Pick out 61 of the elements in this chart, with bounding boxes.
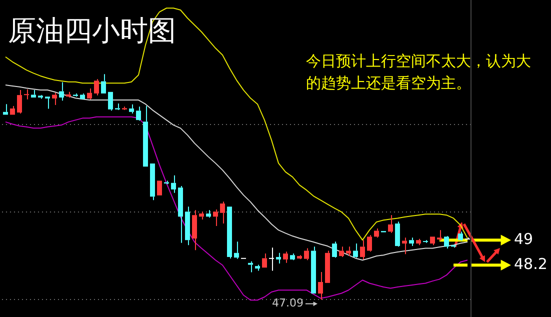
candlestick — [325, 250, 330, 283]
candlestick — [430, 236, 435, 246]
candlestick — [458, 231, 463, 240]
candlestick — [416, 238, 421, 246]
candlestick — [178, 186, 183, 244]
candlestick — [129, 104, 134, 114]
candlestick — [136, 106, 141, 120]
candlestick — [276, 252, 281, 264]
candlestick — [66, 91, 71, 98]
candlestick — [101, 74, 106, 94]
candlestick — [388, 214, 393, 234]
candlestick — [10, 105, 15, 115]
candlestick — [192, 210, 197, 251]
candlestick — [87, 88, 92, 100]
candlestick — [318, 271, 323, 300]
candlestick — [150, 164, 155, 201]
candlestick — [304, 248, 309, 261]
candlestick — [31, 90, 36, 98]
candlestick — [262, 253, 267, 268]
candlestick — [234, 241, 239, 260]
candlestick — [143, 105, 148, 167]
candlestick — [332, 241, 337, 257]
candlestick — [290, 253, 295, 260]
candlestick — [360, 240, 365, 260]
candlestick — [185, 206, 190, 246]
candlestick — [38, 96, 43, 100]
candlestick — [283, 251, 288, 264]
candlestick — [297, 254, 302, 259]
annotation: 今日预计上行空间不太大，认为大的趋势上还是看空为主。 — [306, 51, 532, 94]
candlestick — [206, 210, 211, 218]
candlestick — [59, 82, 64, 102]
candlestick — [402, 237, 407, 255]
candlestick — [52, 92, 57, 106]
candlestick — [451, 245, 456, 248]
candlestick — [346, 246, 351, 257]
candlestick — [444, 236, 449, 250]
candlestick — [227, 206, 232, 260]
candlestick — [367, 234, 372, 252]
candlestick — [24, 88, 29, 100]
candlestick — [269, 247, 274, 272]
y-tick-label: 48.2 — [514, 254, 548, 273]
text: 原油四小时图 — [8, 13, 176, 49]
candlestick — [339, 246, 344, 258]
candlestick — [80, 92, 85, 100]
candlestick — [122, 106, 127, 110]
candlestick — [199, 211, 204, 220]
candlestick — [17, 90, 22, 114]
candlestick — [73, 92, 78, 96]
candlestick — [220, 201, 225, 224]
candlestick — [45, 96, 50, 110]
candlestick — [409, 237, 414, 247]
candlestick — [395, 221, 400, 246]
candlestick — [171, 174, 176, 194]
candlestick — [311, 246, 316, 294]
annotation: 47.09 — [272, 296, 304, 310]
candlestick — [94, 78, 99, 96]
candlestick — [437, 230, 442, 242]
candlestick — [374, 228, 379, 238]
y-tick-label: 49 — [514, 230, 534, 248]
candlestick — [213, 208, 218, 227]
candlestick — [248, 260, 253, 273]
